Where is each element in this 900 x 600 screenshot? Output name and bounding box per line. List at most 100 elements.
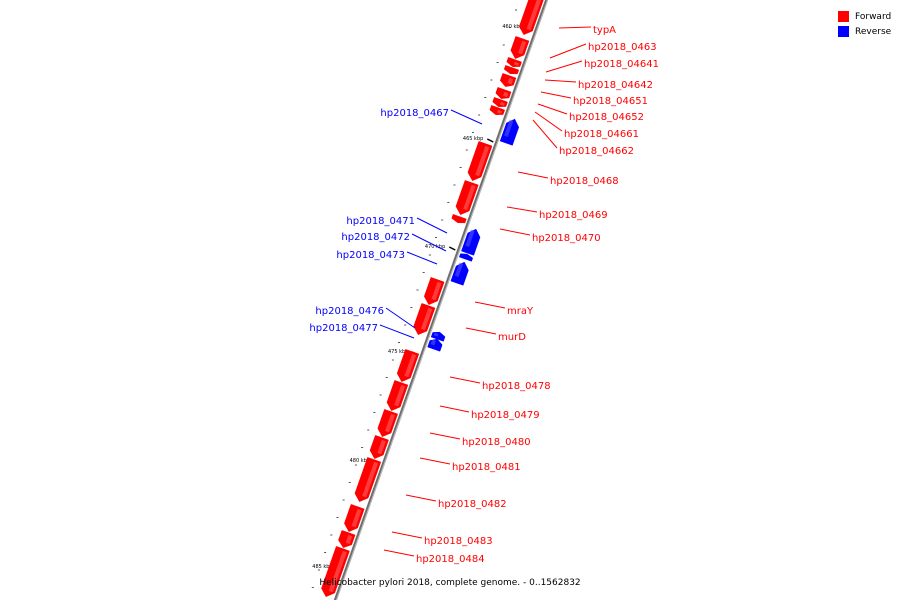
scale-label: 485 kbp xyxy=(312,564,332,570)
forward-leader xyxy=(549,43,587,59)
scale-label: 470 kbp xyxy=(425,244,445,250)
forward-gene-2 xyxy=(506,57,522,67)
scale-tick xyxy=(448,246,456,251)
forward-gene-6-shade xyxy=(499,101,505,106)
forward-leader xyxy=(449,376,481,384)
genome-caption: Helicobacter pylori 2018, complete genom… xyxy=(319,578,581,588)
forward-leader xyxy=(499,228,531,236)
reverse-gene-label: hp2018_0477 xyxy=(309,323,378,334)
forward-leader xyxy=(537,103,568,115)
forward-leader xyxy=(558,26,592,29)
genome-axis-highlight xyxy=(335,0,549,600)
forward-leader xyxy=(534,111,563,132)
scale-tick xyxy=(486,138,494,143)
forward-leader xyxy=(429,432,461,440)
legend-reverse-label: Reverse xyxy=(855,26,892,37)
forward-gene-18-shade xyxy=(351,508,362,528)
forward-leader xyxy=(532,119,558,149)
legend-forward-label: Forward xyxy=(855,11,892,22)
reverse-gene-3-shade xyxy=(454,262,464,277)
forward-gene-label: hp2018_0483 xyxy=(424,536,493,547)
forward-gene-label: hp2018_0469 xyxy=(539,210,608,221)
forward-gene-16-shade xyxy=(377,439,386,455)
forward-gene-label: hp2018_0470 xyxy=(532,233,601,244)
forward-gene-19-shade xyxy=(345,534,353,545)
forward-gene-7-shade xyxy=(497,109,503,114)
forward-gene-0-shade xyxy=(526,0,542,31)
forward-gene-1-shade xyxy=(518,40,527,55)
scale-label: 465 kbp xyxy=(463,136,483,142)
forward-gene-11-shade xyxy=(431,281,442,301)
forward-swatch xyxy=(838,11,849,22)
forward-gene-label: hp2018_04652 xyxy=(569,112,644,123)
forward-leader xyxy=(540,91,572,99)
forward-gene-13-shade xyxy=(404,353,417,378)
reverse-gene-4-shade xyxy=(433,332,439,337)
reverse-leader xyxy=(379,324,415,339)
legend-forward: Forward xyxy=(838,9,891,24)
forward-gene-14-shade xyxy=(394,384,406,407)
forward-gene-label: hp2018_04662 xyxy=(559,146,634,157)
forward-gene-15-shade xyxy=(385,413,396,433)
reverse-leader xyxy=(406,251,438,265)
reverse-gene-label: hp2018_0473 xyxy=(336,250,405,261)
forward-gene-12-shade xyxy=(420,307,433,331)
reverse-gene-0 xyxy=(499,118,520,146)
reverse-gene-2 xyxy=(458,253,474,262)
forward-gene-17-shade xyxy=(362,461,379,498)
reverse-gene-label: hp2018_0471 xyxy=(346,216,415,227)
forward-gene-label: hp2018_0480 xyxy=(462,437,531,448)
forward-gene-2-shade xyxy=(514,61,519,66)
forward-gene-4-shade xyxy=(507,77,514,85)
forward-gene-label: hp2018_0468 xyxy=(550,176,619,187)
reverse-gene-5 xyxy=(427,338,443,352)
reverse-gene-1-shade xyxy=(465,229,475,247)
forward-gene-label: hp2018_0463 xyxy=(588,42,657,53)
forward-gene-label: hp2018_04641 xyxy=(584,59,659,70)
reverse-gene-0-shade xyxy=(504,119,514,137)
forward-gene-label: hp2018_0479 xyxy=(471,410,540,421)
scale-label: 480 kbp xyxy=(350,458,370,464)
forward-gene-4 xyxy=(499,73,517,87)
forward-gene-label: hp2018_04642 xyxy=(578,80,653,91)
forward-gene-20-shade xyxy=(328,550,347,593)
forward-gene-label: typA xyxy=(593,25,616,36)
forward-leader xyxy=(506,206,538,213)
reverse-leader xyxy=(450,109,483,125)
legend-reverse: Reverse xyxy=(838,24,891,39)
legend: Forward Reverse xyxy=(838,9,891,39)
forward-gene-10 xyxy=(451,214,467,224)
forward-gene-label: hp2018_0482 xyxy=(438,499,507,510)
forward-gene-8-shade xyxy=(475,145,490,177)
reverse-leader xyxy=(411,233,447,252)
scale-label: 460 kbp xyxy=(502,24,522,30)
forward-leader xyxy=(517,171,549,179)
forward-leader xyxy=(405,494,437,502)
forward-gene-label: hp2018_0481 xyxy=(452,462,521,473)
forward-gene-19 xyxy=(338,530,356,548)
forward-leader xyxy=(383,549,415,557)
reverse-gene-5-shade xyxy=(430,339,436,346)
reverse-gene-label: hp2018_0467 xyxy=(380,108,449,119)
reverse-gene-3 xyxy=(450,261,469,286)
forward-gene-label: hp2018_04661 xyxy=(564,129,639,140)
forward-gene-5 xyxy=(495,87,512,99)
reverse-gene-1 xyxy=(461,228,481,256)
reverse-leader xyxy=(416,217,448,234)
forward-gene-label: murD xyxy=(498,332,526,343)
reverse-leader xyxy=(385,307,416,329)
reverse-gene-label: hp2018_0472 xyxy=(341,232,410,243)
forward-leader xyxy=(544,79,577,83)
forward-gene-9-shade xyxy=(463,184,476,211)
genome-axis xyxy=(333,0,549,600)
forward-leader xyxy=(439,405,470,413)
scale-label: 475 kbp xyxy=(388,349,408,355)
reverse-swatch xyxy=(838,26,849,37)
forward-gene-6 xyxy=(492,97,508,107)
forward-gene-label: hp2018_04651 xyxy=(573,96,648,107)
forward-leader xyxy=(465,327,497,335)
reverse-gene-label: hp2018_0476 xyxy=(315,306,384,317)
forward-gene-label: hp2018_0484 xyxy=(416,554,485,565)
forward-leader xyxy=(545,60,583,73)
